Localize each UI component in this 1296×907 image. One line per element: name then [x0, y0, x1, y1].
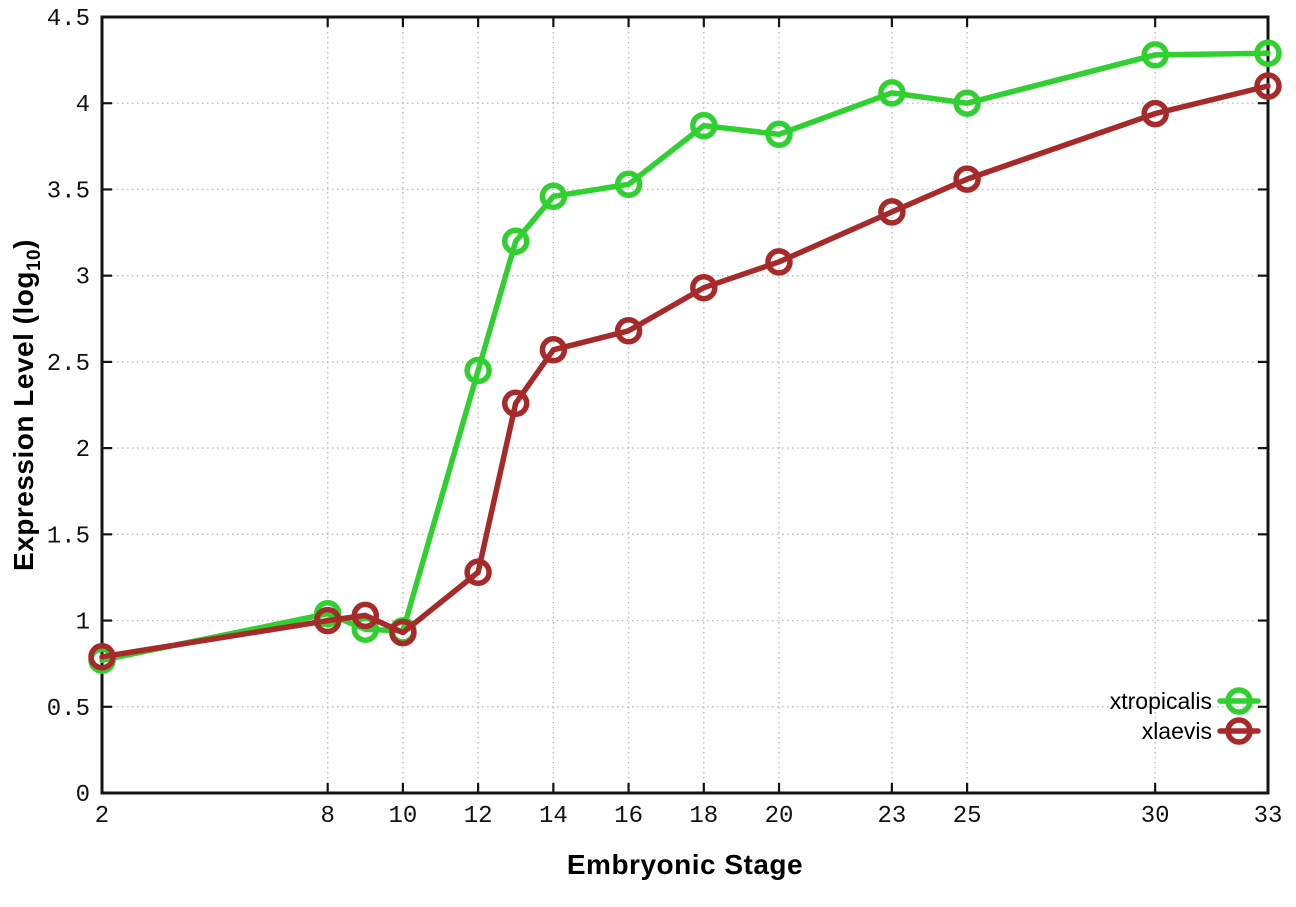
- legend: xtropicalis xlaevis: [1110, 687, 1261, 745]
- data-point-marker: [351, 601, 380, 630]
- legend-row-xtropicalis: xtropicalis: [1110, 687, 1261, 715]
- x-tick-label: 10: [388, 803, 417, 830]
- y-axis-title-close: ): [8, 239, 40, 249]
- x-tick-label: 8: [320, 803, 334, 830]
- y-axis-title-main: Expression Level (log: [8, 271, 40, 571]
- tick-labels: 2 8 10 12 14 16 18 20 23 25 30 33 0 0.5 1 1.5 2 2.5 3 3.5 4 4…: [47, 6, 1283, 830]
- x-tick-label: 16: [614, 803, 643, 830]
- data-point-marker: [690, 273, 718, 302]
- data-point-marker: [389, 618, 417, 647]
- y-tick-label: 1: [76, 610, 90, 637]
- axes: [100, 15, 1270, 795]
- y-tick-label: 3: [76, 265, 90, 292]
- legend-label: xlaevis: [1142, 718, 1212, 744]
- y-tick-label: 1.5: [47, 523, 90, 550]
- x-tick-label: 30: [1141, 803, 1170, 830]
- data-point-marker: [878, 79, 906, 107]
- y-tick-label: 4.5: [47, 6, 90, 33]
- data-point-marker: [765, 248, 793, 276]
- data-point-marker: [1141, 99, 1169, 128]
- legend-marker-icon: [1225, 687, 1253, 715]
- legend-label: xtropicalis: [1110, 688, 1212, 714]
- legend-marker-icon: [1225, 717, 1253, 745]
- data-point-marker: [1254, 72, 1282, 100]
- y-tick-label: 2.5: [47, 351, 90, 378]
- data-point-marker: [614, 170, 643, 199]
- x-tick-label: 12: [464, 803, 493, 830]
- data-point-marker: [464, 356, 492, 385]
- data-point-marker: [313, 606, 342, 635]
- y-tick-label: 3.5: [47, 178, 90, 205]
- data-series: [88, 39, 1282, 674]
- x-tick-label: 20: [765, 803, 794, 830]
- x-tick-label: 23: [877, 803, 906, 830]
- y-tick-label: 4: [76, 92, 90, 119]
- y-tick-label: 0: [76, 782, 90, 809]
- x-tick-label: 14: [539, 803, 568, 830]
- series-line: [99, 50, 1271, 663]
- legend-row-xlaevis: xlaevis: [1142, 717, 1261, 745]
- plot-border: [100, 15, 1270, 795]
- data-point-marker: [1141, 41, 1169, 69]
- x-axis-title: Embryonic Stage: [566, 849, 804, 880]
- x-tick-label: 18: [689, 803, 718, 830]
- data-point-marker: [464, 558, 492, 587]
- x-tick-label: 25: [953, 803, 982, 830]
- x-tick-label: 2: [95, 803, 109, 830]
- data-point-marker: [1254, 39, 1282, 67]
- y-axis-title-subscript: 10: [23, 248, 45, 272]
- data-point-marker: [765, 120, 793, 149]
- data-point-marker: [614, 317, 643, 345]
- data-point-marker: [501, 227, 530, 255]
- data-point-marker: [690, 111, 718, 140]
- series-line: [99, 83, 1271, 660]
- series-xtropicalis: [88, 39, 1282, 674]
- x-tick-label: 33: [1254, 803, 1283, 830]
- data-point-marker: [539, 336, 568, 364]
- data-point-marker: [953, 89, 981, 117]
- y-axis-title: Expression Level (log10): [8, 239, 46, 571]
- series-xlaevis: [88, 72, 1282, 671]
- data-point-marker: [953, 165, 981, 193]
- data-point-marker: [88, 643, 116, 671]
- y-tick-label: 0.5: [47, 696, 90, 723]
- data-point-marker: [501, 389, 530, 418]
- data-point-marker: [878, 198, 906, 226]
- data-point-marker: [539, 182, 568, 211]
- y-tick-label: 2: [76, 437, 90, 464]
